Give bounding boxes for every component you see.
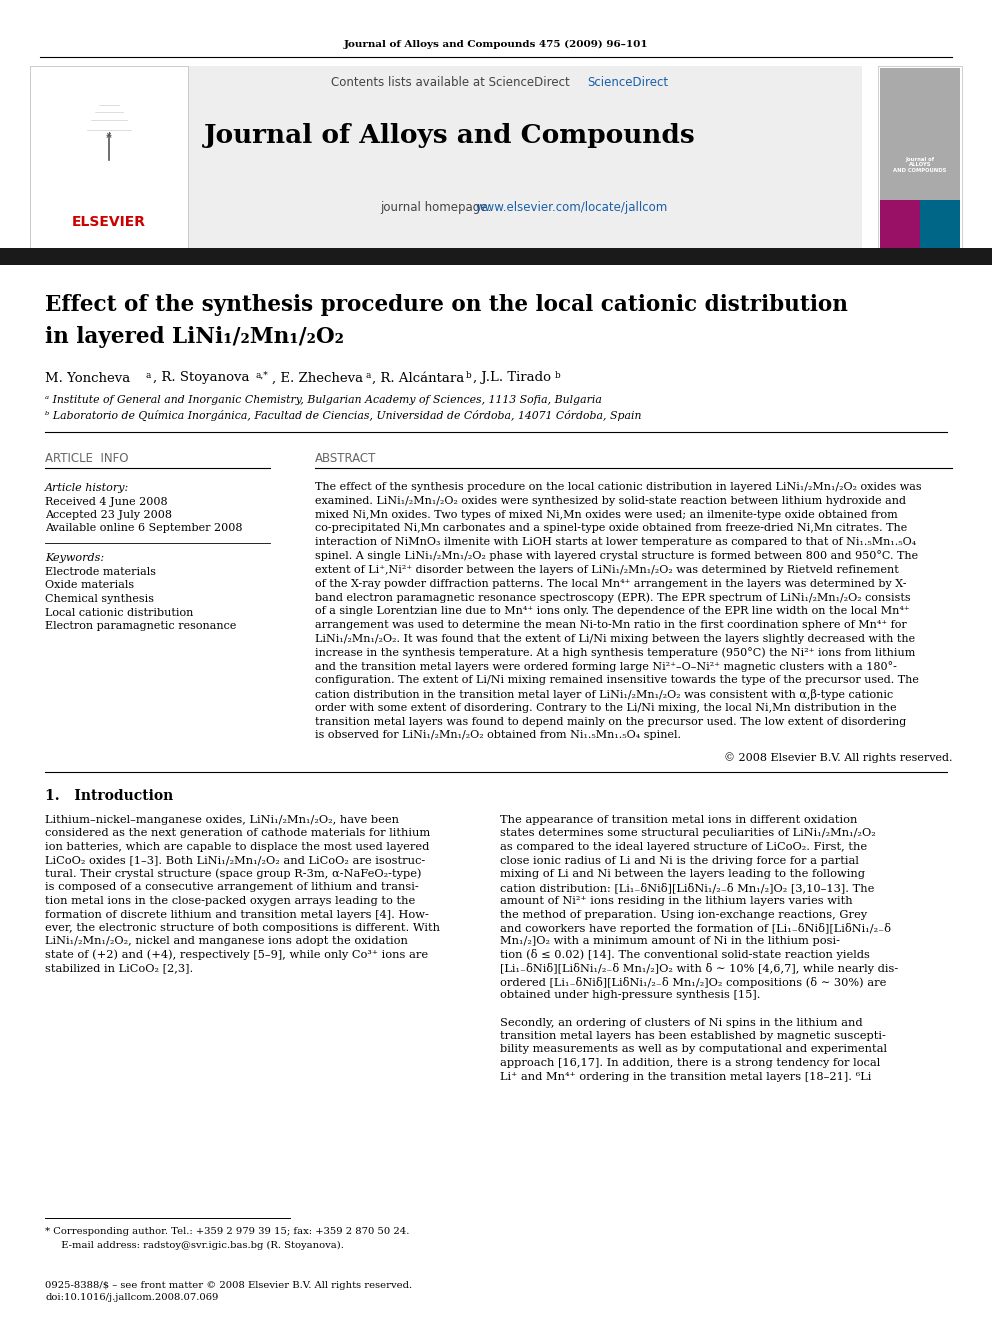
Text: Keywords:: Keywords: — [45, 553, 104, 564]
Text: extent of Li⁺,Ni²⁺ disorder between the layers of LiNi₁/₂Mn₁/₂O₂ was determined : extent of Li⁺,Ni²⁺ disorder between the … — [315, 565, 899, 574]
Text: Accepted 23 July 2008: Accepted 23 July 2008 — [45, 509, 172, 520]
Text: journal homepage:: journal homepage: — [380, 201, 495, 214]
Text: b: b — [466, 370, 472, 380]
Text: a: a — [146, 370, 152, 380]
Text: order with some extent of disordering. Contrary to the Li/Ni mixing, the local N: order with some extent of disordering. C… — [315, 703, 897, 713]
Text: considered as the next generation of cathode materials for lithium: considered as the next generation of cat… — [45, 828, 431, 839]
Bar — [0, 247, 992, 265]
Bar — [880, 200, 920, 247]
Text: Li⁺ and Mn⁴⁺ ordering in the transition metal layers [18–21]. ⁶Li: Li⁺ and Mn⁴⁺ ordering in the transition … — [500, 1072, 871, 1081]
Text: M. Yoncheva: M. Yoncheva — [45, 372, 130, 385]
Text: ScienceDirect: ScienceDirect — [587, 75, 669, 89]
Text: stabilized in LiCoO₂ [2,3].: stabilized in LiCoO₂ [2,3]. — [45, 963, 193, 974]
Text: The effect of the synthesis procedure on the local cationic distribution in laye: The effect of the synthesis procedure on… — [315, 482, 922, 492]
Text: 1.   Introduction: 1. Introduction — [45, 789, 174, 803]
Text: ELSEVIER: ELSEVIER — [72, 216, 146, 229]
Text: formation of discrete lithium and transition metal layers [4]. How-: formation of discrete lithium and transi… — [45, 909, 429, 919]
Text: states determines some structural peculiarities of LiNi₁/₂Mn₁/₂O₂: states determines some structural peculi… — [500, 828, 876, 839]
Text: b: b — [555, 370, 560, 380]
Text: transition metal layers was found to depend mainly on the precursor used. The lo: transition metal layers was found to dep… — [315, 717, 907, 726]
Text: tural. Their crystal structure (space group R-3m, α-NaFeO₂-type): tural. Their crystal structure (space gr… — [45, 869, 422, 880]
Text: , E. Zhecheva: , E. Zhecheva — [272, 372, 363, 385]
Text: Journal of
ALLOYS
AND COMPOUNDS: Journal of ALLOYS AND COMPOUNDS — [894, 156, 946, 173]
Text: www.elsevier.com/locate/jallcom: www.elsevier.com/locate/jallcom — [476, 201, 669, 214]
Text: tion (δ ≤ 0.02) [14]. The conventional solid-state reaction yields: tion (δ ≤ 0.02) [14]. The conventional s… — [500, 950, 870, 960]
Text: is observed for LiNi₁/₂Mn₁/₂O₂ obtained from Ni₁.₅Mn₁.₅O₄ spinel.: is observed for LiNi₁/₂Mn₁/₂O₂ obtained … — [315, 730, 681, 741]
Text: amount of Ni²⁺ ions residing in the lithium layers varies with: amount of Ni²⁺ ions residing in the lith… — [500, 896, 853, 906]
Text: Available online 6 September 2008: Available online 6 September 2008 — [45, 523, 242, 533]
Text: configuration. The extent of Li/Ni mixing remained insensitive towards the type : configuration. The extent of Li/Ni mixin… — [315, 675, 919, 685]
Text: Electron paramagnetic resonance: Electron paramagnetic resonance — [45, 620, 236, 631]
Text: LiNi₁/₂Mn₁/₂O₂, nickel and manganese ions adopt the oxidation: LiNi₁/₂Mn₁/₂O₂, nickel and manganese ion… — [45, 937, 408, 946]
Text: , R. Alcántara: , R. Alcántara — [372, 372, 464, 385]
Text: examined. LiNi₁/₂Mn₁/₂O₂ oxides were synthesized by solid-state reaction between: examined. LiNi₁/₂Mn₁/₂O₂ oxides were syn… — [315, 496, 906, 505]
Text: and coworkers have reported the formation of [Li₁₋δNiδ][LiδNi₁/₂₋δ: and coworkers have reported the formatio… — [500, 922, 891, 934]
Bar — [920, 200, 960, 247]
Text: The appearance of transition metal ions in different oxidation: The appearance of transition metal ions … — [500, 815, 857, 826]
Text: Secondly, an ordering of clusters of Ni spins in the lithium and: Secondly, an ordering of clusters of Ni … — [500, 1017, 863, 1028]
Text: obtained under high-pressure synthesis [15].: obtained under high-pressure synthesis [… — [500, 991, 761, 1000]
Text: a,*: a,* — [256, 370, 269, 380]
Text: Contents lists available at ScienceDirect: Contents lists available at ScienceDirec… — [330, 75, 569, 89]
Bar — [880, 67, 960, 200]
Bar — [30, 66, 862, 247]
Text: mixed Ni,Mn oxides. Two types of mixed Ni,Mn oxides were used; an ilmenite-type : mixed Ni,Mn oxides. Two types of mixed N… — [315, 509, 898, 520]
Text: ᵃ Institute of General and Inorganic Chemistry, Bulgarian Academy of Sciences, 1: ᵃ Institute of General and Inorganic Che… — [45, 396, 602, 405]
Text: a: a — [365, 370, 370, 380]
Text: Local cationic distribution: Local cationic distribution — [45, 607, 193, 618]
Text: cation distribution in the transition metal layer of LiNi₁/₂Mn₁/₂O₂ was consiste: cation distribution in the transition me… — [315, 688, 893, 700]
Text: as compared to the ideal layered structure of LiCoO₂. First, the: as compared to the ideal layered structu… — [500, 841, 867, 852]
Text: the method of preparation. Using ion-exchange reactions, Grey: the method of preparation. Using ion-exc… — [500, 909, 867, 919]
Text: increase in the synthesis temperature. At a high synthesis temperature (950°C) t: increase in the synthesis temperature. A… — [315, 647, 916, 658]
Text: Lithium–nickel–manganese oxides, LiNi₁/₂Mn₁/₂O₂, have been: Lithium–nickel–manganese oxides, LiNi₁/₂… — [45, 815, 399, 826]
Text: LiNi₁/₂Mn₁/₂O₂. It was found that the extent of Li/Ni mixing between the layers : LiNi₁/₂Mn₁/₂O₂. It was found that the ex… — [315, 634, 916, 644]
Text: of a single Lorentzian line due to Mn⁴⁺ ions only. The dependence of the EPR lin: of a single Lorentzian line due to Mn⁴⁺ … — [315, 606, 910, 617]
Text: of the X-ray powder diffraction patterns. The local Mn⁴⁺ arrangement in the laye: of the X-ray powder diffraction patterns… — [315, 578, 907, 589]
Text: tion metal ions in the close-packed oxygen arrays leading to the: tion metal ions in the close-packed oxyg… — [45, 896, 416, 906]
Text: ARTICLE  INFO: ARTICLE INFO — [45, 451, 129, 464]
Text: LiCoO₂ oxides [1–3]. Both LiNi₁/₂Mn₁/₂O₂ and LiCoO₂ are isostruc-: LiCoO₂ oxides [1–3]. Both LiNi₁/₂Mn₁/₂O₂… — [45, 856, 426, 865]
Text: E-mail address: radstoy@svr.igic.bas.bg (R. Stoyanova).: E-mail address: radstoy@svr.igic.bas.bg … — [55, 1241, 344, 1249]
Text: approach [16,17]. In addition, there is a strong tendency for local: approach [16,17]. In addition, there is … — [500, 1058, 880, 1068]
Text: transition metal layers has been established by magnetic suscepti-: transition metal layers has been establi… — [500, 1031, 886, 1041]
Text: Mn₁/₂]O₂ with a minimum amount of Ni in the lithium posi-: Mn₁/₂]O₂ with a minimum amount of Ni in … — [500, 937, 840, 946]
Text: Electrode materials: Electrode materials — [45, 568, 156, 577]
Text: ever, the electronic structure of both compositions is different. With: ever, the electronic structure of both c… — [45, 923, 440, 933]
Text: ion batteries, which are capable to displace the most used layered: ion batteries, which are capable to disp… — [45, 841, 430, 852]
Text: ordered [Li₁₋δNiδ][LiδNi₁/₂₋δ Mn₁/₂]O₂ compositions (δ ∼ 30%) are: ordered [Li₁₋δNiδ][LiδNi₁/₂₋δ Mn₁/₂]O₂ c… — [500, 976, 887, 987]
Text: is composed of a consecutive arrangement of lithium and transi-: is composed of a consecutive arrangement… — [45, 882, 419, 893]
Text: ᵇ Laboratorio de Química Inorgánica, Facultad de Ciencias, Universidad de Córdob: ᵇ Laboratorio de Química Inorgánica, Fac… — [45, 409, 642, 421]
Text: ABSTRACT: ABSTRACT — [315, 451, 376, 464]
Text: mixing of Li and Ni between the layers leading to the following: mixing of Li and Ni between the layers l… — [500, 869, 865, 878]
Text: close ionic radius of Li and Ni is the driving force for a partial: close ionic radius of Li and Ni is the d… — [500, 856, 859, 865]
Bar — [30, 66, 188, 247]
Text: cation distribution: [Li₁₋δNiδ][LiδNi₁/₂₋δ Mn₁/₂]O₂ [3,10–13]. The: cation distribution: [Li₁₋δNiδ][LiδNi₁/₂… — [500, 882, 874, 893]
Text: interaction of NiMnO₃ ilmenite with LiOH starts at lower temperature as compared: interaction of NiMnO₃ ilmenite with LiOH… — [315, 537, 917, 548]
Text: 0925-8388/$ – see front matter © 2008 Elsevier B.V. All rights reserved.: 0925-8388/$ – see front matter © 2008 El… — [45, 1281, 412, 1290]
Text: bility measurements as well as by computational and experimental: bility measurements as well as by comput… — [500, 1044, 887, 1054]
Text: Oxide materials: Oxide materials — [45, 581, 134, 590]
Text: co-precipitated Ni,Mn carbonates and a spinel-type oxide obtained from freeze-dr: co-precipitated Ni,Mn carbonates and a s… — [315, 524, 908, 533]
Text: state of (+2) and (+4), respectively [5–9], while only Co³⁺ ions are: state of (+2) and (+4), respectively [5–… — [45, 950, 429, 960]
Text: © 2008 Elsevier B.V. All rights reserved.: © 2008 Elsevier B.V. All rights reserved… — [723, 753, 952, 763]
Text: , R. Stoyanova: , R. Stoyanova — [153, 372, 250, 385]
Text: arrangement was used to determine the mean Ni-to-Mn ratio in the first coordinat: arrangement was used to determine the me… — [315, 620, 907, 630]
Text: [Li₁₋δNiδ][LiδNi₁/₂₋δ Mn₁/₂]O₂ with δ ∼ 10% [4,6,7], while nearly dis-: [Li₁₋δNiδ][LiδNi₁/₂₋δ Mn₁/₂]O₂ with δ ∼ … — [500, 963, 898, 974]
Text: doi:10.1016/j.jallcom.2008.07.069: doi:10.1016/j.jallcom.2008.07.069 — [45, 1294, 218, 1303]
Text: Effect of the synthesis procedure on the local cationic distribution: Effect of the synthesis procedure on the… — [45, 294, 848, 316]
Text: spinel. A single LiNi₁/₂Mn₁/₂O₂ phase with layered crystal structure is formed b: spinel. A single LiNi₁/₂Mn₁/₂O₂ phase wi… — [315, 550, 919, 561]
Text: Journal of Alloys and Compounds: Journal of Alloys and Compounds — [204, 123, 695, 147]
Text: Journal of Alloys and Compounds 475 (2009) 96–101: Journal of Alloys and Compounds 475 (200… — [343, 40, 649, 49]
Text: Received 4 June 2008: Received 4 June 2008 — [45, 497, 168, 507]
Text: * Corresponding author. Tel.: +359 2 979 39 15; fax: +359 2 870 50 24.: * Corresponding author. Tel.: +359 2 979… — [45, 1228, 410, 1237]
Bar — [878, 66, 962, 247]
Text: and the transition metal layers were ordered forming large Ni²⁺–O–Ni²⁺ magnetic : and the transition metal layers were ord… — [315, 662, 897, 672]
Text: Chemical synthesis: Chemical synthesis — [45, 594, 154, 605]
Text: Article history:: Article history: — [45, 483, 129, 493]
Text: in layered LiNi₁/₂Mn₁/₂O₂: in layered LiNi₁/₂Mn₁/₂O₂ — [45, 325, 344, 348]
Text: , J.L. Tirado: , J.L. Tirado — [473, 372, 551, 385]
Text: band electron paramagnetic resonance spectroscopy (EPR). The EPR spectrum of LiN: band electron paramagnetic resonance spe… — [315, 593, 911, 603]
